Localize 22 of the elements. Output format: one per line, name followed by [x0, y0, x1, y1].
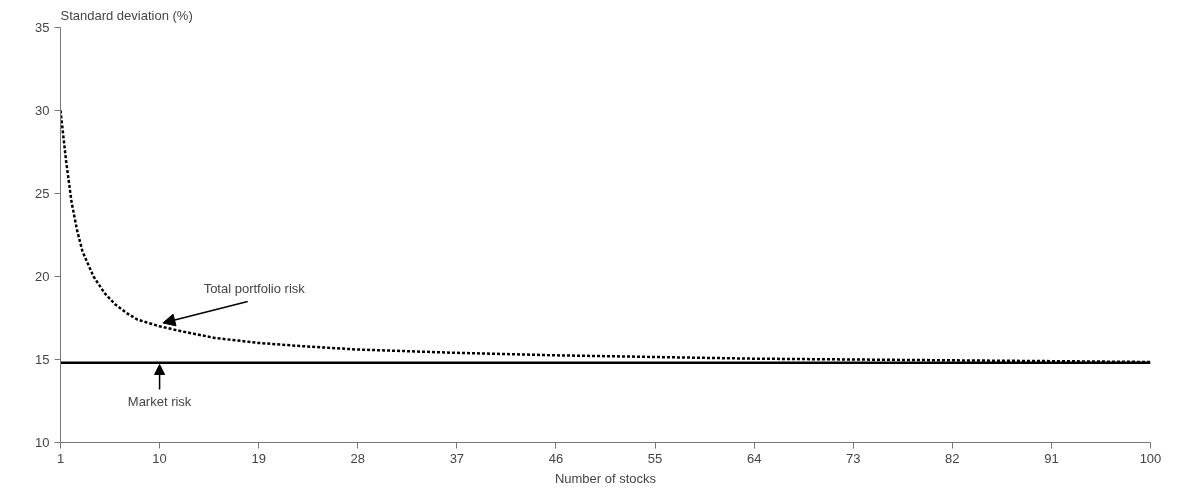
y-tick-label: 20	[35, 269, 50, 284]
annotation: Total portfolio risk	[203, 281, 306, 297]
y-tick-label: 30	[35, 103, 50, 118]
y-tick-label: 25	[35, 186, 50, 201]
x-tick-label: 37	[449, 450, 465, 466]
x-tick-label: 100	[1139, 450, 1162, 466]
x-tick-label: 82	[945, 450, 960, 466]
y-axis-title: Standard deviation (%)	[60, 7, 193, 23]
x-tick-label: 91	[1044, 450, 1059, 466]
y-tick-label: 10	[35, 435, 50, 450]
x-tick-label: 55	[647, 450, 663, 466]
x-axis-title: Number of stocks	[554, 470, 657, 486]
x-tick-label: 28	[350, 450, 366, 466]
annotation: Market risk	[127, 394, 192, 410]
x-tick-label: 10	[152, 450, 167, 466]
y-tick-label: 35	[35, 20, 50, 35]
x-tick-label: 19	[251, 450, 266, 466]
y-tick-label: 15	[35, 352, 50, 367]
x-tick-label: 46	[548, 450, 564, 466]
x-tick-label: 64	[746, 450, 762, 466]
x-tick-label: 73	[846, 450, 861, 466]
x-tick-label: 1	[56, 450, 65, 466]
